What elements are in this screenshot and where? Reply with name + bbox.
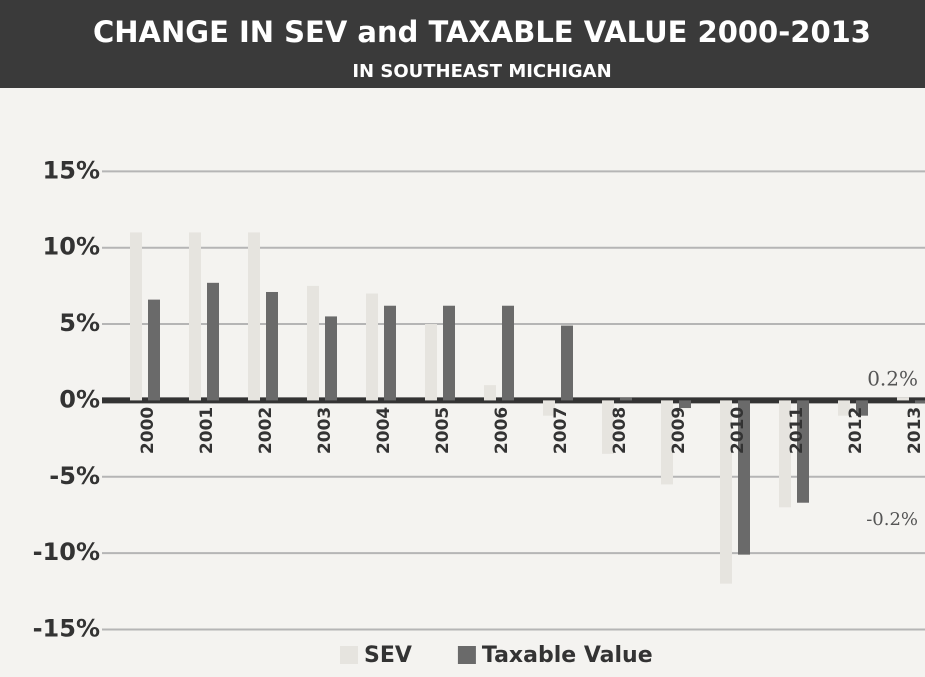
- bar: [130, 232, 142, 400]
- bar: [443, 306, 455, 401]
- y-tick-label: 5%: [59, 309, 100, 337]
- bar: [325, 316, 337, 400]
- x-tick-label: 2007: [551, 407, 571, 454]
- bar: [148, 300, 160, 401]
- x-tick-label: 2013: [905, 407, 925, 454]
- bar: [248, 232, 260, 400]
- x-tick-label: 2012: [846, 407, 866, 454]
- y-tick-label: -5%: [49, 462, 100, 490]
- bar: [189, 232, 201, 400]
- x-tick-label: 2000: [138, 407, 158, 454]
- legend-swatch: [458, 646, 476, 664]
- bar: [307, 286, 319, 401]
- bar: [915, 400, 925, 403]
- x-tick-label: 2008: [610, 407, 630, 454]
- y-tick-label: 10%: [43, 233, 100, 261]
- x-tick-label: 2002: [256, 407, 276, 454]
- bar: [207, 283, 219, 401]
- y-tick-label: 0%: [59, 385, 100, 413]
- y-tick-label: 15%: [43, 156, 100, 184]
- legend-swatch: [340, 646, 358, 664]
- chart-title: CHANGE IN SEV and TAXABLE VALUE 2000-201…: [93, 15, 871, 49]
- x-tick-label: 2003: [315, 407, 335, 454]
- annotation: -0.2%: [866, 509, 918, 530]
- x-tick-label: 2004: [374, 407, 394, 454]
- bar: [366, 294, 378, 401]
- bar: [502, 306, 514, 401]
- bar: [266, 292, 278, 400]
- y-tick-label: -10%: [33, 538, 100, 566]
- x-tick-label: 2005: [433, 407, 453, 454]
- x-tick-label: 2010: [728, 407, 748, 454]
- bar: [484, 385, 496, 400]
- x-tick-label: 2001: [197, 407, 217, 454]
- bar: [620, 397, 632, 400]
- bar: [897, 397, 909, 400]
- legend-label: SEV: [364, 643, 412, 668]
- x-tick-label: 2006: [492, 407, 512, 454]
- bar: [561, 326, 573, 401]
- x-tick-label: 2011: [787, 407, 807, 454]
- annotation: 0.2%: [867, 367, 918, 391]
- y-tick-label: -15%: [33, 614, 100, 642]
- chart-subtitle: IN SOUTHEAST MICHIGAN: [352, 61, 611, 82]
- bar: [384, 306, 396, 401]
- bar: [425, 324, 437, 400]
- x-tick-label: 2009: [669, 407, 689, 454]
- legend-label: Taxable Value: [482, 643, 653, 668]
- chart: CHANGE IN SEV and TAXABLE VALUE 2000-201…: [0, 0, 925, 677]
